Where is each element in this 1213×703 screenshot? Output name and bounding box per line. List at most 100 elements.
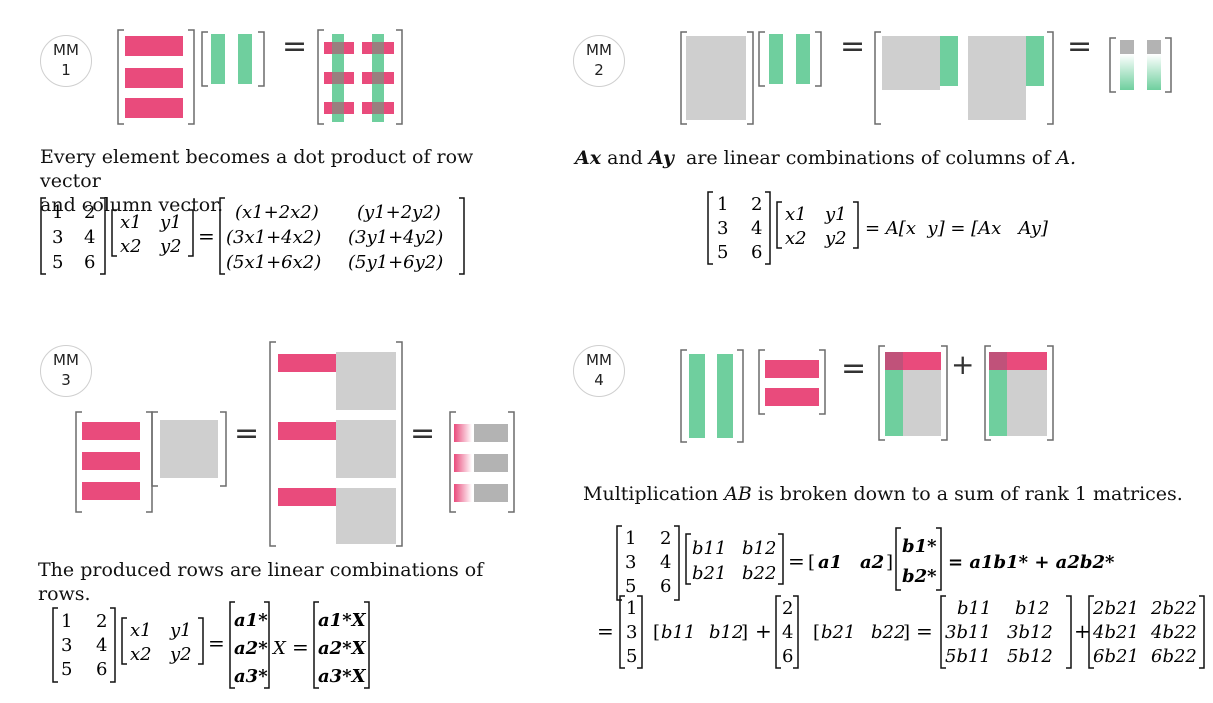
caption-text: and: [601, 147, 649, 169]
bracket-open: [: [813, 622, 820, 643]
bracket-close: ]: [886, 552, 893, 573]
panel-1-diagram: =: [117, 29, 403, 125]
result-cell: 4b21: [1092, 622, 1139, 643]
caption-text: is broken down to a sum of rank 1 matric…: [751, 483, 1183, 505]
b-cell: b11: [692, 538, 726, 559]
caption-line: Every element becomes a dot product of r…: [40, 146, 474, 192]
panel-3-badge: MM 3: [40, 345, 92, 397]
result-cell: 6b21: [1093, 646, 1139, 667]
panel-2-equation: 1 2 3 4 5 6 x1 y1 x2 y2 = A[x y] = [Ax A…: [707, 191, 1049, 265]
column-vector: a2: [860, 552, 884, 573]
equals-sign: =: [198, 224, 215, 248]
bracket-close: ]: [741, 622, 748, 643]
panel-1-caption: Every element becomes a dot product of r…: [40, 145, 540, 217]
a-cell: 6: [96, 659, 107, 680]
badge-label: MM: [53, 351, 79, 369]
a-cell: 5: [625, 576, 636, 597]
result-cell: 2b21: [1092, 598, 1139, 619]
badge-label: MM: [53, 41, 79, 59]
equals-sign: =: [410, 416, 435, 451]
result-cell: 5b12: [1007, 646, 1053, 667]
result-cell: (y1+2y2): [357, 202, 441, 223]
matrix-b-rows: [758, 349, 826, 415]
panel-3-diagram: = =: [75, 341, 515, 547]
a-cell: 4: [84, 227, 95, 248]
row-entry: b21: [821, 622, 855, 643]
matrix-x-columns: [201, 31, 265, 87]
plus-sign: +: [1074, 619, 1091, 643]
panel-4-caption: Multiplication AB is broken down to a su…: [583, 482, 1183, 506]
result-cell: (3y1+4y2): [348, 227, 443, 248]
equals-sign: =: [234, 416, 259, 451]
panel-3-equation: 1 2 3 4 5 6 x1 y1 x2 y2 = a1* a2* a3* X …: [52, 601, 370, 689]
sum-of-rank-one: = a1b1* + a2b2*: [948, 552, 1115, 573]
row-vector: b2*: [902, 566, 937, 587]
x-cell: x2: [785, 228, 807, 249]
a-cell: 4: [96, 635, 107, 656]
column-vector: a1: [818, 552, 842, 573]
result-cell: 3b11: [945, 622, 991, 643]
badge-number: 2: [594, 61, 604, 79]
a-cell: 5: [61, 659, 72, 680]
equals-sign: =: [841, 351, 866, 386]
caption-text: The produced rows are linear combination…: [38, 559, 484, 605]
column-entry: 6: [782, 646, 793, 667]
ax-row: a2*X: [318, 638, 367, 659]
panel-1-equation: 1 2 3 4 5 6 x1 y1 x2 y2 = (x1+2x2) (y1+2…: [40, 197, 465, 275]
b-cell: b12: [742, 538, 776, 559]
result-cell: (3x1+4x2): [226, 227, 321, 248]
result-cell: (x1+2x2): [235, 202, 319, 223]
rank-one-term-2: [984, 345, 1054, 441]
b-cell: b21: [692, 563, 726, 584]
a-cell: 3: [61, 635, 72, 656]
ax-row: a3*X: [318, 666, 367, 687]
equals-sign: =: [282, 29, 307, 64]
plus-sign: +: [951, 348, 974, 381]
badge-number: 4: [594, 371, 604, 389]
a-cell: 1: [625, 528, 636, 549]
a-cell: 2: [660, 528, 671, 549]
x-symbol: X: [271, 638, 287, 659]
badge-number: 3: [61, 371, 71, 389]
a-cell: 2: [751, 194, 762, 215]
a-cell: 5: [717, 242, 728, 263]
row-entry: b22: [871, 622, 905, 643]
matrix-a-block: [680, 31, 754, 125]
caption-ay: Ay: [648, 147, 674, 169]
a-cell: 6: [660, 576, 671, 597]
matrix-a-columns: [680, 349, 744, 443]
column-entry: 4: [782, 622, 793, 643]
result-cell: 2b22: [1150, 598, 1197, 619]
column-entry: 3: [626, 622, 637, 643]
x-cell: y1: [169, 620, 192, 641]
a-cell: 3: [52, 227, 63, 248]
a-cell: 2: [84, 202, 95, 223]
caption-text: Multiplication: [583, 483, 725, 505]
panel-3-caption: The produced rows are linear combination…: [38, 558, 538, 606]
panel-2-diagram: = =: [680, 29, 1172, 125]
a-cell: 1: [52, 202, 63, 223]
matrix-a-rows: [75, 411, 153, 513]
panel-4-badge: MM 4: [573, 345, 625, 397]
equals-sign: =: [292, 635, 309, 659]
panel-2-badge: MM 2: [573, 35, 625, 87]
plus-sign: +: [755, 619, 772, 643]
x-cell: y1: [824, 204, 847, 225]
equals-sign: =: [840, 29, 865, 64]
result-dot-products: [317, 29, 403, 125]
result-rows: [449, 411, 515, 513]
matrix-x-block: [151, 411, 227, 487]
equals-sign: =: [597, 619, 614, 643]
result-cell: 5b11: [945, 646, 991, 667]
caption-line: and column vector.: [40, 194, 224, 216]
caption-a: A.: [1056, 147, 1077, 169]
rank-one-term-1: [878, 345, 948, 441]
x-cell: x1: [120, 212, 142, 233]
result-cell: 6b22: [1151, 646, 1197, 667]
b-cell: b22: [742, 563, 776, 584]
equation-rhs: = A[x y] = [Ax Ay]: [865, 218, 1049, 239]
bracket-open: [: [653, 622, 660, 643]
x-cell: y2: [159, 236, 182, 257]
caption-ab: AB: [724, 483, 752, 505]
a-cell: 1: [61, 611, 72, 632]
